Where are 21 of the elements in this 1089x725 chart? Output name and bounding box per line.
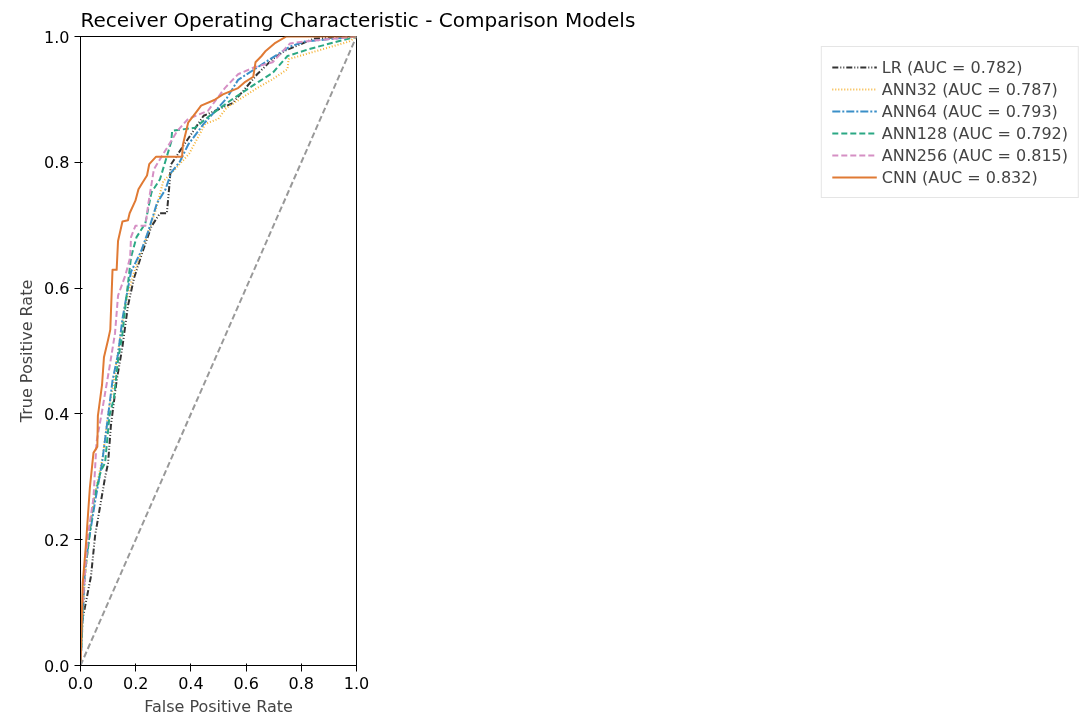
legend-label: ANN256 (AUC = 0.815) xyxy=(881,145,1068,165)
y-tick-label: 0.6 xyxy=(44,279,70,299)
chart-title: Receiver Operating Characteristic - Comparison Models xyxy=(80,7,636,32)
legend-label: ANN64 (AUC = 0.793) xyxy=(881,101,1058,121)
y-axis-title: True Positive Rate xyxy=(17,279,37,424)
x-tick-label: 0.8 xyxy=(288,673,315,693)
y-tick-label: 0.8 xyxy=(44,153,70,173)
x-tick-label: 0.6 xyxy=(233,673,259,693)
y-tick-label: 1.0 xyxy=(44,27,70,47)
x-tick-label: 1.0 xyxy=(343,673,370,693)
y-tick-label: 0.0 xyxy=(44,656,70,676)
y-tick-label: 0.4 xyxy=(44,404,70,424)
y-tick-label: 0.2 xyxy=(44,530,70,550)
legend-label: CNN (AUC = 0.832) xyxy=(881,167,1038,187)
legend-label: LR (AUC = 0.782) xyxy=(881,57,1023,77)
x-tick-label: 0.4 xyxy=(178,673,204,693)
x-axis-title: False Positive Rate xyxy=(144,696,293,716)
x-tick-label: 0.2 xyxy=(122,673,149,693)
legend-label: ANN128 (AUC = 0.792) xyxy=(881,123,1068,143)
legend-label: ANN32 (AUC = 0.787) xyxy=(881,79,1058,99)
x-tick-label: 0.0 xyxy=(67,673,94,693)
